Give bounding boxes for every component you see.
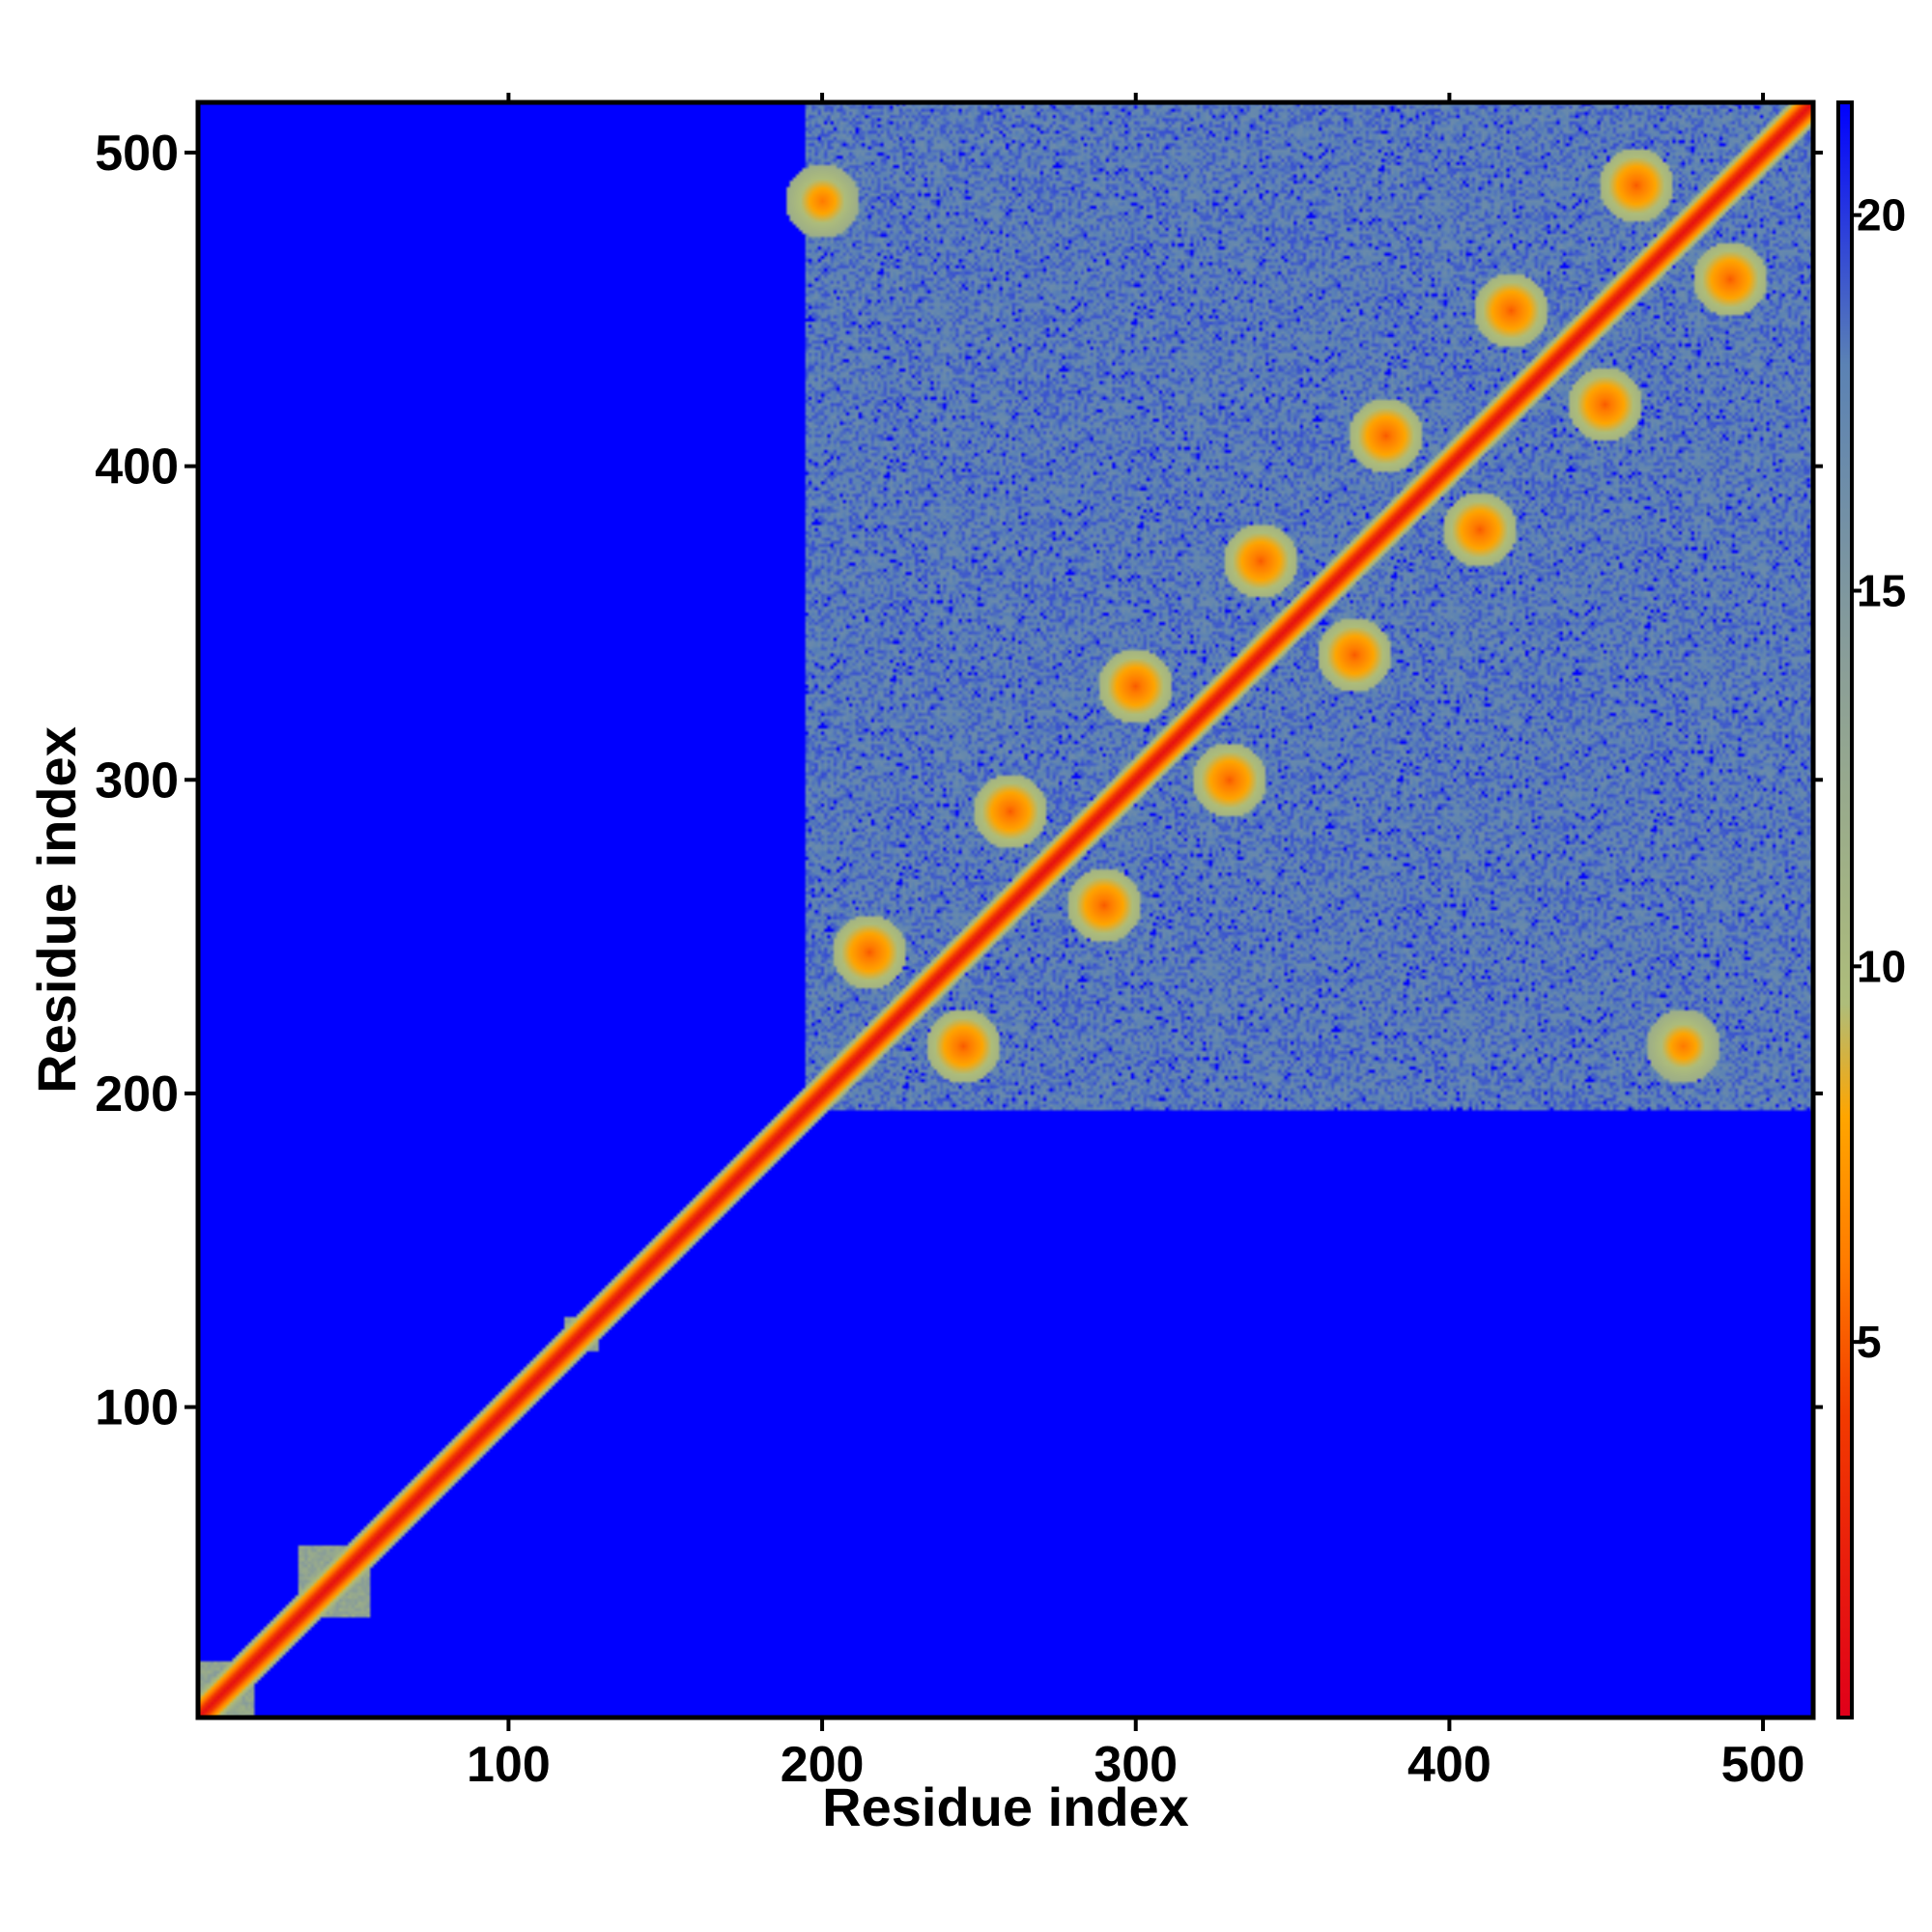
plot-frame <box>195 99 1816 1720</box>
x-tick-label: 500 <box>1721 1737 1805 1793</box>
y-tick-label: 200 <box>95 1066 179 1122</box>
colorbar-tick-label: 15 <box>1857 565 1906 615</box>
x-axis: 100 200 300 400 500 <box>467 1718 1804 1793</box>
y-tick-label: 300 <box>95 753 179 809</box>
y-tick-label: 100 <box>95 1380 179 1436</box>
x-tick-label: 200 <box>781 1737 865 1793</box>
y-axis: 100 200 300 400 500 <box>95 126 1823 1436</box>
x-axis-title: Residue index <box>822 1776 1189 1837</box>
y-axis-title: Residue index <box>26 726 87 1094</box>
y-tick-label: 400 <box>95 440 179 496</box>
colorbar-tick-label: 10 <box>1857 941 1906 991</box>
y-tick-label: 500 <box>95 126 179 182</box>
colorbar <box>1836 100 1854 1719</box>
colorbar-tick-label: 20 <box>1857 190 1906 241</box>
heatmap-image <box>198 102 1813 1718</box>
x-tick-label: 100 <box>467 1737 551 1793</box>
top-axis-ticks <box>506 93 1766 102</box>
x-tick-label: 300 <box>1094 1737 1178 1793</box>
colorbar-tick-label: 5 <box>1857 1317 1882 1367</box>
x-tick-label: 400 <box>1407 1737 1492 1793</box>
colorbar-axis: 5 10 15 20 <box>1852 190 1906 1367</box>
